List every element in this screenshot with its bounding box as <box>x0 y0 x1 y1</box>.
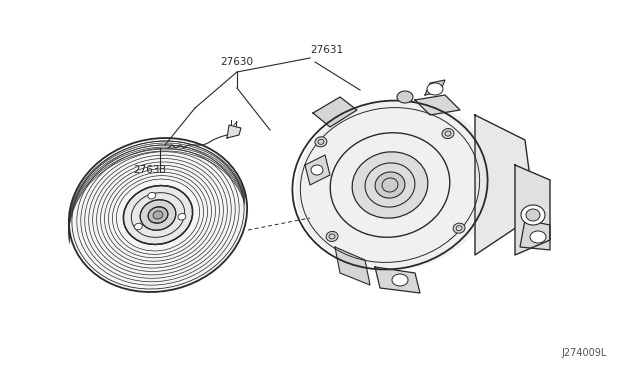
Ellipse shape <box>148 207 168 223</box>
Text: 27631: 27631 <box>310 45 343 55</box>
Ellipse shape <box>148 192 156 199</box>
Ellipse shape <box>392 274 408 286</box>
Ellipse shape <box>375 172 405 198</box>
Ellipse shape <box>453 223 465 233</box>
Ellipse shape <box>134 223 142 230</box>
Ellipse shape <box>526 209 540 221</box>
Ellipse shape <box>326 231 338 241</box>
Ellipse shape <box>427 83 443 95</box>
Ellipse shape <box>352 152 428 218</box>
Ellipse shape <box>140 200 176 230</box>
Polygon shape <box>475 115 535 255</box>
Text: J274009L: J274009L <box>562 348 607 358</box>
Polygon shape <box>520 220 550 250</box>
Text: 27633: 27633 <box>133 165 166 175</box>
Polygon shape <box>415 95 460 115</box>
Polygon shape <box>425 80 445 95</box>
Ellipse shape <box>124 186 193 244</box>
Ellipse shape <box>315 137 327 147</box>
Ellipse shape <box>521 205 545 225</box>
Polygon shape <box>227 125 241 138</box>
Ellipse shape <box>296 99 495 270</box>
Polygon shape <box>515 165 550 255</box>
Ellipse shape <box>178 214 186 220</box>
Ellipse shape <box>153 211 163 219</box>
Polygon shape <box>305 155 330 185</box>
Text: 27630: 27630 <box>221 57 253 67</box>
Ellipse shape <box>442 129 454 139</box>
Polygon shape <box>375 267 420 293</box>
Polygon shape <box>335 247 370 285</box>
Ellipse shape <box>397 91 413 103</box>
Polygon shape <box>313 97 357 127</box>
Ellipse shape <box>530 231 546 243</box>
Ellipse shape <box>69 138 247 292</box>
Ellipse shape <box>311 165 323 175</box>
